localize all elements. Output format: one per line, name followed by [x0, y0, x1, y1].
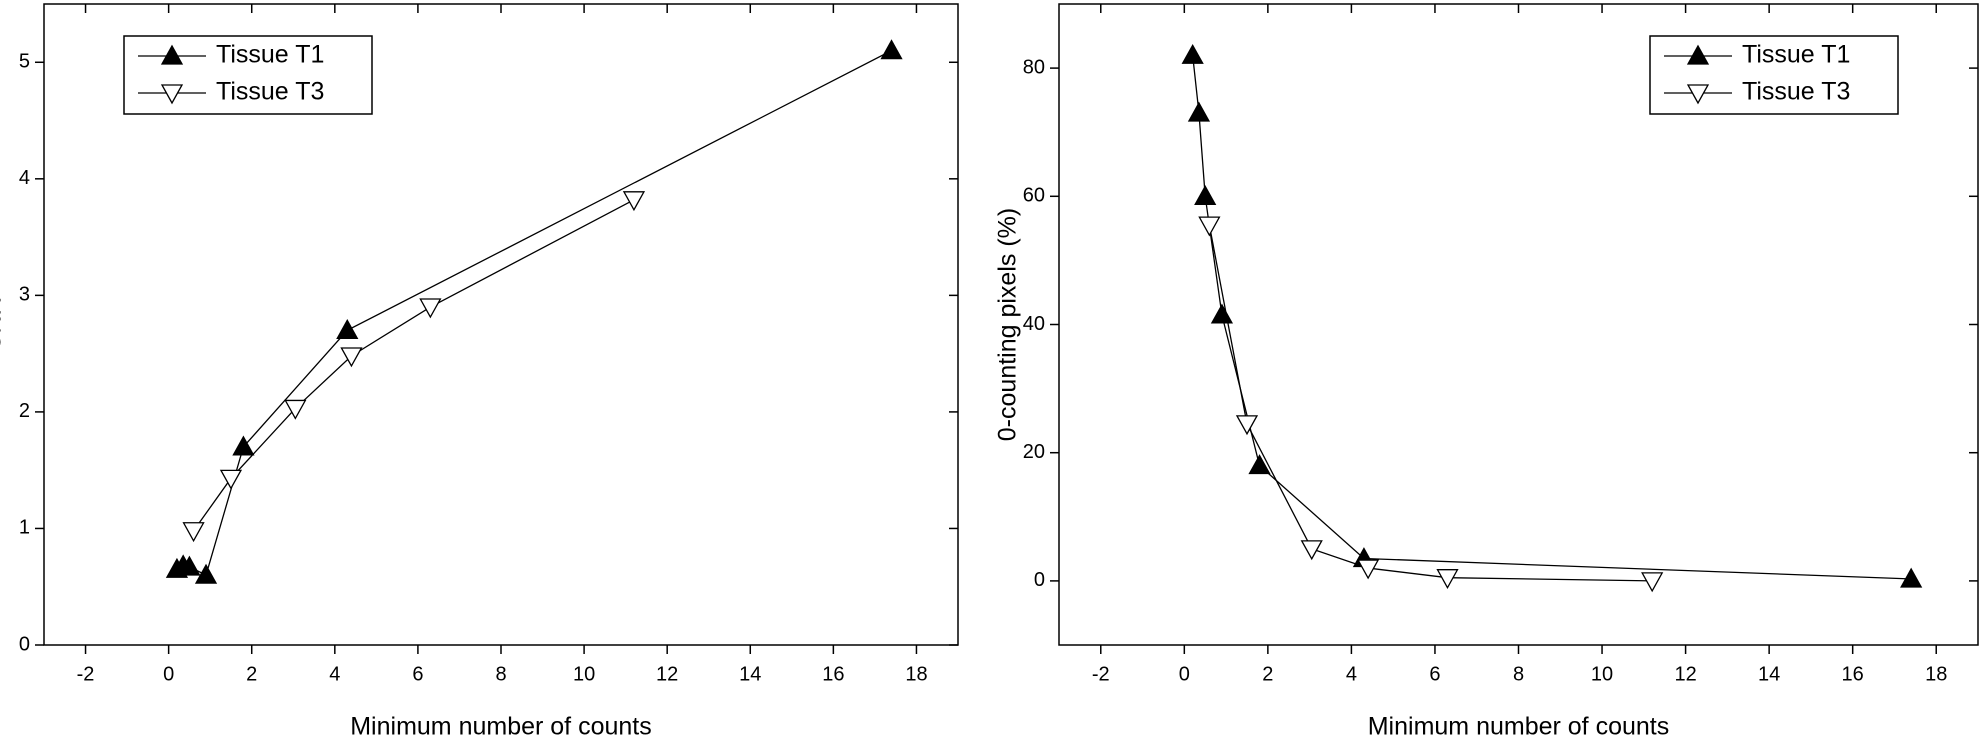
y-axis-title: CNR — [0, 297, 7, 351]
x-tick-label: 4 — [1346, 663, 1357, 685]
x-axis-title: Minimum number of counts — [1368, 713, 1670, 741]
x-tick-label: 2 — [246, 663, 257, 685]
y-tick-label: 80 — [1023, 56, 1045, 78]
x-tick-label: 18 — [1925, 663, 1947, 685]
x-tick-label: 8 — [1513, 663, 1524, 685]
x-tick-label: 8 — [495, 663, 506, 685]
x-tick-label: -2 — [77, 663, 95, 685]
x-tick-label: 10 — [1591, 663, 1613, 685]
x-tick-label: 0 — [163, 663, 174, 685]
data-point — [1235, 415, 1259, 436]
data-point — [1210, 303, 1234, 324]
legend-label: Tissue T1 — [1742, 41, 1850, 69]
legend-marker — [160, 84, 184, 105]
legend-label: Tissue T3 — [216, 78, 324, 106]
data-point — [336, 318, 359, 339]
data-point — [880, 39, 903, 60]
y-tick-label: 0 — [19, 633, 30, 655]
data-point — [194, 563, 218, 584]
x-tick-label: 6 — [1429, 663, 1440, 685]
legend-label: Tissue T1 — [216, 41, 324, 69]
x-tick-label: 0 — [1179, 663, 1190, 685]
data-point — [1248, 454, 1271, 475]
x-tick-label: 14 — [739, 663, 761, 685]
x-tick-label: 16 — [822, 663, 844, 685]
data-point — [622, 191, 646, 212]
legend-label: Tissue T3 — [1742, 78, 1850, 106]
data-point — [1300, 540, 1323, 561]
legend-box — [1649, 35, 1899, 115]
data-point — [1641, 572, 1664, 593]
x-tick-label: 18 — [905, 663, 927, 685]
x-tick-label: 14 — [1758, 663, 1780, 685]
y-tick-label: 0 — [1034, 569, 1045, 591]
y-tick-label: 40 — [1023, 313, 1045, 335]
x-tick-label: 2 — [1262, 663, 1273, 685]
data-point — [340, 347, 363, 368]
y-tick-label: 1 — [19, 517, 30, 539]
y-tick-label: 20 — [1023, 441, 1045, 463]
legend-box — [123, 35, 373, 115]
x-axis-title: Minimum number of counts — [350, 713, 652, 741]
series-line — [1192, 55, 1912, 580]
series-line — [193, 199, 635, 532]
x-tick-label: 16 — [1842, 663, 1864, 685]
data-point — [182, 522, 205, 543]
y-tick-label: 3 — [19, 284, 30, 306]
x-tick-label: 10 — [573, 663, 595, 685]
data-point — [178, 555, 201, 576]
legend-marker — [1686, 44, 1710, 65]
data-point — [1194, 184, 1217, 205]
data-point — [1187, 101, 1211, 122]
data-point — [284, 399, 307, 420]
data-point — [219, 469, 243, 490]
y-tick-label: 60 — [1023, 185, 1045, 207]
y-tick-label: 2 — [19, 400, 30, 422]
x-tick-label: 12 — [656, 663, 678, 685]
y-axis-title: 0-counting pixels (%) — [994, 208, 1022, 441]
y-tick-label: 5 — [19, 51, 30, 73]
x-tick-label: 4 — [329, 663, 340, 685]
legend-marker — [1686, 84, 1710, 105]
x-tick-label: -2 — [1092, 663, 1110, 685]
legend-marker — [160, 44, 184, 65]
data-point — [1436, 569, 1459, 590]
y-tick-label: 4 — [19, 167, 30, 189]
data-point — [1900, 567, 1923, 588]
data-point — [232, 435, 255, 456]
data-point — [1357, 559, 1380, 580]
x-tick-label: 6 — [412, 663, 423, 685]
series-line — [1208, 225, 1653, 582]
data-point — [419, 298, 442, 319]
x-tick-label: 12 — [1674, 663, 1696, 685]
series-line — [176, 50, 892, 576]
data-point — [1198, 216, 1221, 237]
data-point — [1181, 43, 1204, 64]
